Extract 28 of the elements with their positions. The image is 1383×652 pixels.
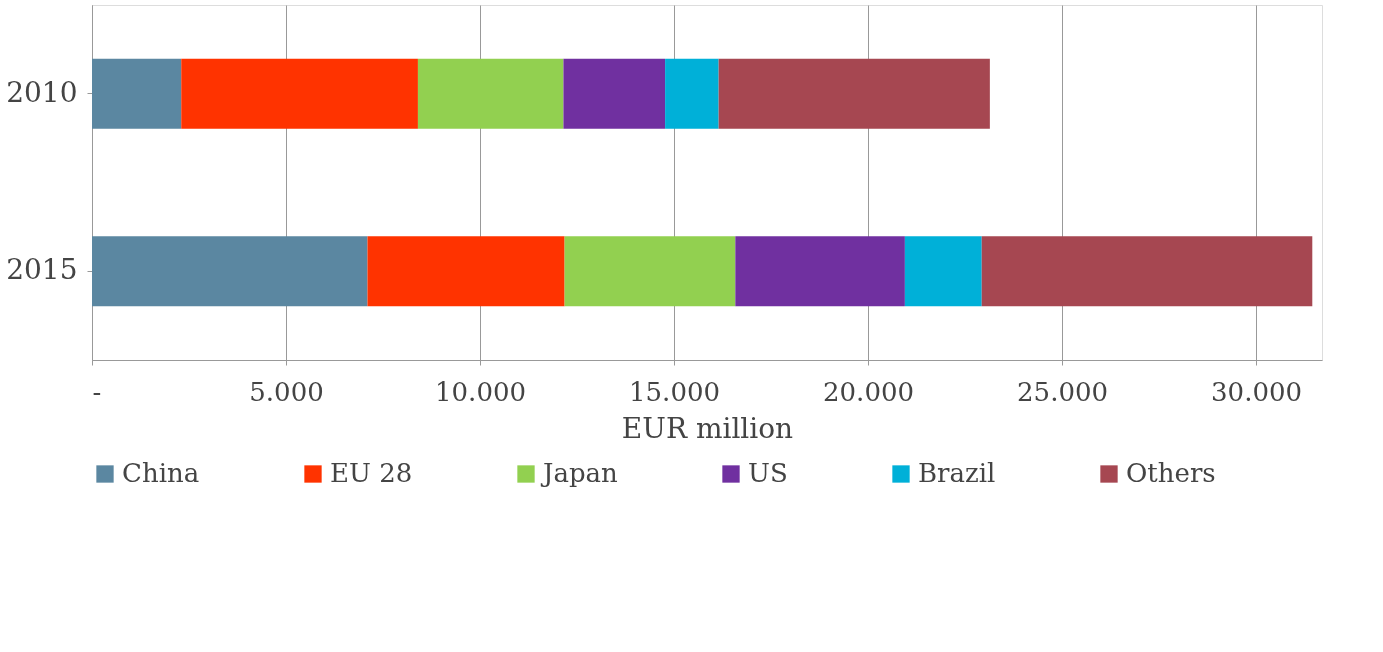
y-tick-label: 2015 xyxy=(6,253,78,287)
legend-label: Japan xyxy=(540,458,619,488)
legend-label: US xyxy=(748,458,788,488)
x-tick-label: - xyxy=(92,376,102,407)
bar xyxy=(665,58,719,129)
x-tick-label: 10.000 xyxy=(435,376,526,407)
legend-label: Brazil xyxy=(918,458,996,488)
bar xyxy=(92,236,368,307)
legend-label: EU 28 xyxy=(330,458,413,488)
bar xyxy=(92,58,182,129)
bar xyxy=(718,58,990,129)
x-tick-label: 30.000 xyxy=(1211,376,1303,407)
x-tick-label: 15.000 xyxy=(629,376,721,407)
bar xyxy=(735,236,905,307)
x-axis-title: EUR million xyxy=(621,411,794,445)
x-tick-label: 5.000 xyxy=(249,376,324,407)
legend-label: Others xyxy=(1126,458,1216,488)
legend-label: China xyxy=(122,458,200,488)
bar xyxy=(417,58,564,129)
x-tick-label: 25.000 xyxy=(1017,376,1109,407)
bar xyxy=(981,236,1313,307)
x-tick-label: 20.000 xyxy=(823,376,915,407)
bar xyxy=(904,236,982,307)
y-tick-label: 2010 xyxy=(6,75,78,109)
bar xyxy=(563,58,666,129)
bar xyxy=(564,236,736,307)
bar xyxy=(367,236,565,307)
bar xyxy=(181,58,418,129)
